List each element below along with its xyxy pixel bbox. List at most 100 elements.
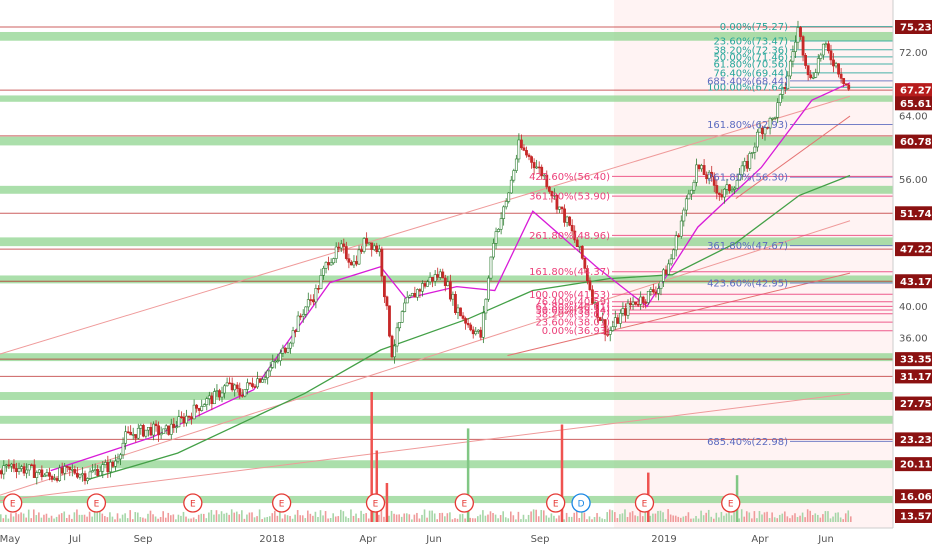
volume-bar [192,517,195,522]
candle-body [17,468,21,472]
volume-bar [575,510,578,522]
volume-bar [25,517,27,522]
price-level-tag-label: 13.57 [900,512,932,523]
time-axis: May Jul Sep 2018 Apr Jun Sep 2019 Apr Jun [0,534,834,545]
candle-body [684,198,688,211]
fib-extension-label: 161.80%(62.93) [707,120,788,131]
candle-body [433,274,437,282]
candle-body [294,330,297,332]
volume-bar [197,514,200,522]
candle-body [545,174,549,188]
candle-body [662,269,665,282]
candle-body [436,274,440,278]
volume-bar [289,515,291,522]
volume-bar [390,510,393,522]
candle-body [20,466,23,469]
candle-body [423,283,427,287]
event-marker-label: E [642,500,648,510]
volume-bar [400,516,403,522]
volume-bar [581,511,583,522]
candle-body [68,466,72,471]
fib-retracement-upper-label: 38.20%(72.36) [713,45,788,56]
volume-bar [403,513,406,522]
candle-body [129,431,133,436]
volume-bar [413,514,416,522]
candle-body [690,189,693,195]
candle-body [649,289,653,292]
volume-bar [304,518,307,522]
candle-body [750,152,754,154]
candle-body [291,330,295,344]
candle-body [276,360,280,363]
candle-body [50,476,54,480]
volume-bar [563,519,565,522]
volume-bar [794,513,796,522]
candle-body [126,431,130,434]
volume-bar [175,519,177,522]
fib-retracement-lower-label: 23.60%(38.01) [535,318,610,329]
candle-body [182,416,186,424]
x-tick-label: Jul [68,534,81,545]
candle-body [778,94,782,103]
candle-body [723,188,726,198]
candle-body [768,118,772,129]
volume-bar [50,515,53,522]
volume-bar [751,518,753,522]
candle-body [520,139,523,149]
candle-body [748,153,752,169]
candle-body [37,469,41,473]
volume-bar [730,515,733,522]
price-level-tag-label: 60.78 [900,137,932,148]
candle-body [210,395,214,405]
fib-retracement-lower-label: 76.40%(40.59) [535,297,610,308]
candle-body [461,315,465,319]
volume-bar [484,515,487,522]
candle-body [245,382,249,390]
fib-extension-lower-label: 261.80%(48.96) [529,231,610,242]
candle-body [147,427,150,431]
sr-zone [0,495,893,504]
candle-body [705,174,709,180]
volume-bar [76,509,78,522]
candle-body [603,319,607,335]
sr-zone [0,136,893,146]
candle-body [263,377,267,380]
candle-body [98,470,102,476]
volume-bar [715,512,718,522]
candle-body [606,334,610,336]
volume-bar [367,518,370,522]
price-level-tag-label: 75.23 [900,23,932,34]
candle-body [116,458,120,462]
candle-body [471,329,475,335]
candle-body [207,395,211,399]
candle-body [162,428,166,434]
volume-bar [251,512,253,522]
candle-body [733,187,736,190]
candle-body [197,408,201,411]
volume-bar [411,519,413,522]
candle-body [489,256,493,279]
trendline [0,393,851,502]
volume-bar [839,517,842,522]
candle-body [35,472,39,478]
candle-body [75,472,79,478]
candle-body [311,299,315,303]
volume-bar [172,514,175,522]
volume-bar [517,511,520,522]
candle-body [601,319,605,321]
volume-bar [672,515,674,522]
volume-bar [515,519,517,522]
price-level-tag [895,96,932,111]
candle-body [766,127,769,129]
price-level-tag-label: 23.23 [900,435,932,446]
candle-body [636,303,640,306]
candle-body [152,423,155,436]
volume-bar [626,517,629,522]
candle-body [421,283,424,292]
candle-body [281,347,285,354]
volume-bar [93,510,96,522]
candle-body [258,378,262,383]
volume-bar [83,514,86,522]
volume-bar [119,518,121,522]
sr-zone [0,353,893,362]
